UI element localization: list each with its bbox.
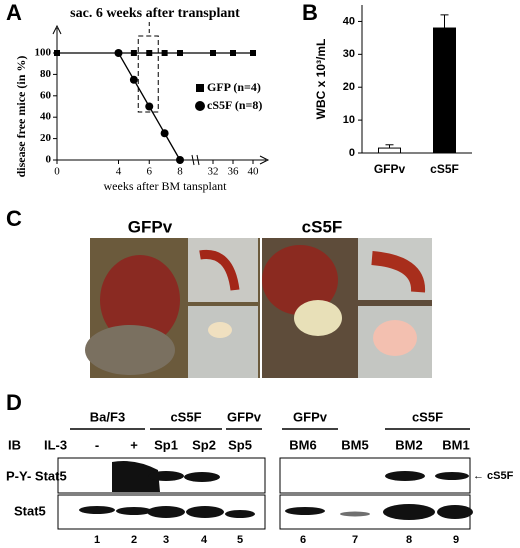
marker — [250, 50, 256, 56]
axis-arrow — [259, 155, 270, 165]
marker — [161, 50, 168, 56]
lane-number: 3 — [163, 534, 169, 546]
marker — [130, 50, 137, 56]
marker — [176, 156, 184, 164]
x-tick-label: 0 — [54, 166, 60, 178]
marker — [145, 102, 154, 111]
row-label: P-Y- Stat5 — [6, 468, 67, 483]
marker — [230, 50, 236, 56]
y-tick-label: 0 — [46, 154, 52, 166]
lane-number: 2 — [131, 534, 137, 546]
y-tick-label: 40 — [40, 111, 52, 123]
y-tick-label: 40 — [343, 15, 355, 27]
y-tick-label: 30 — [343, 48, 355, 60]
marker — [210, 50, 216, 56]
lane-condition: BM6 — [289, 437, 316, 452]
group-label: GFPv — [227, 409, 262, 424]
marker — [114, 49, 123, 57]
y-tick-label: 60 — [40, 89, 52, 101]
chart-title: sac. 6 weeks after transplant — [70, 6, 240, 21]
x-tick-label: 6 — [147, 166, 153, 178]
blot-bands — [79, 461, 473, 520]
row-header: IB — [8, 437, 21, 452]
marker — [54, 50, 60, 56]
x-tick-label: 40 — [248, 166, 260, 178]
marker — [177, 50, 183, 56]
x-tick-label: GFPv — [374, 162, 406, 176]
x-tick-label: 4 — [116, 166, 122, 178]
lane-number: 4 — [201, 534, 208, 546]
y-axis-label: disease free mice (in %) — [14, 56, 28, 178]
row-label: Stat5 — [14, 503, 46, 518]
y-tick-label: 20 — [40, 132, 52, 144]
photo-cs5f — [262, 238, 432, 378]
x-tick-label: 32 — [208, 166, 219, 178]
lane-condition: BM5 — [341, 437, 368, 452]
lane-number: 6 — [300, 534, 306, 546]
x-tick-label: 36 — [228, 166, 240, 178]
panel-letter: C — [6, 206, 22, 231]
y-axis-label: WBC x 10³/mL — [314, 39, 328, 120]
legend-marker — [195, 101, 205, 111]
y-tick-label: 80 — [40, 68, 52, 80]
group-label: cS5F — [412, 409, 443, 424]
legend-label: cS5F (n=8) — [207, 98, 262, 112]
axis-arrow — [52, 24, 62, 35]
lane-condition: + — [130, 437, 138, 452]
legend-marker — [196, 84, 204, 92]
lane-condition: Sp1 — [154, 437, 178, 452]
lane-condition: Sp2 — [192, 437, 216, 452]
lane-condition: Sp5 — [228, 437, 252, 452]
y-tick-label: 10 — [343, 114, 355, 126]
photo-gfpv — [85, 238, 260, 378]
lane-condition: - — [95, 437, 99, 452]
group-label: GFPv — [293, 409, 328, 424]
x-tick-label: 8 — [177, 166, 183, 178]
group-label: cS5F — [170, 409, 201, 424]
treatment: IL-3 — [44, 437, 67, 452]
bar — [433, 27, 456, 154]
arrow-label: ← cS5F — [473, 470, 514, 482]
legend-label: GFP (n=4) — [207, 80, 261, 94]
x-axis-label: weeks after BM tansplant — [104, 179, 228, 193]
lane-number: 9 — [453, 534, 459, 546]
photo-label: cS5F — [302, 217, 343, 236]
group-label: Ba/F3 — [90, 409, 125, 424]
bar — [378, 147, 401, 154]
lane-number: 7 — [352, 534, 358, 546]
lane-number: 5 — [237, 534, 243, 546]
axis-break — [191, 154, 200, 166]
lane-number: 1 — [94, 534, 100, 546]
y-tick-label: 100 — [35, 47, 52, 59]
panel-letter: D — [6, 390, 22, 415]
marker — [146, 50, 153, 56]
x-tick-label: cS5F — [430, 162, 459, 176]
annotation-box — [137, 35, 159, 113]
lane-number: 8 — [406, 534, 412, 546]
lane-condition: BM1 — [442, 437, 469, 452]
photo-label: GFPv — [128, 217, 173, 236]
y-tick-label: 0 — [349, 147, 355, 159]
panel-letter: A — [6, 0, 22, 25]
lane-condition: BM2 — [395, 437, 422, 452]
panel-letter: B — [302, 0, 318, 25]
marker — [129, 75, 138, 84]
marker — [160, 129, 169, 138]
y-tick-label: 20 — [343, 81, 355, 93]
